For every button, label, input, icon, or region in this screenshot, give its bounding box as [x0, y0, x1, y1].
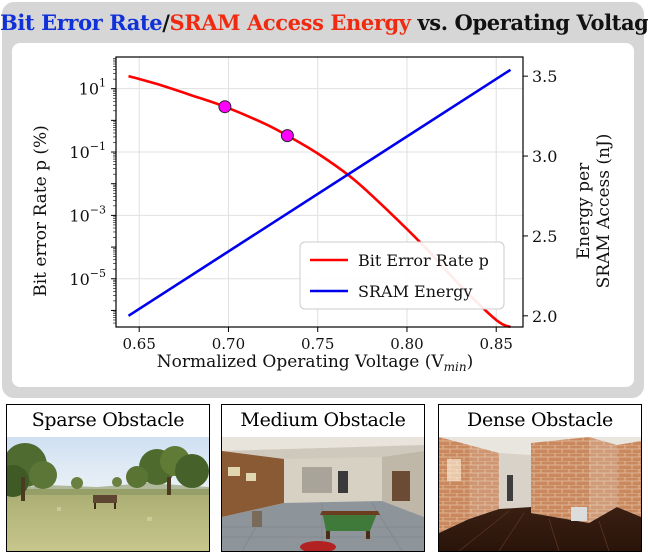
dual-axis-line-chart: 0.65 0.70 0.75 0.80 0.85 101 10−1 10−3 10−5 3.5… — [31, 56, 614, 374]
left-y-axis-ticks: 101 10−1 10−3 10−5 — [69, 58, 116, 324]
legend-box — [299, 241, 505, 310]
thumbnail-sparse: Sparse Obstacle — [6, 404, 210, 552]
title-separator: / — [162, 10, 170, 35]
x-axis-ticks: 0.65 0.70 0.75 0.80 0.85 — [123, 327, 513, 353]
title-sram-energy: SRAM Access Energy — [169, 10, 411, 35]
series-line-sram — [127, 68, 512, 317]
thumbnail-label: Sparse Obstacle — [31, 409, 185, 431]
right-y-tick-label: 2.5 — [532, 227, 557, 246]
x-tick-label: 0.75 — [301, 335, 334, 353]
legend-label-sram: SRAM Energy — [358, 282, 472, 301]
right-y-axis-ticks: 3.5 3.0 2.5 2.0 — [523, 67, 557, 326]
left-y-tick-label: 10−5 — [69, 267, 106, 289]
outdoor-scene-icon — [7, 437, 209, 551]
highlight-point — [218, 100, 232, 114]
x-tick-label: 0.80 — [390, 335, 423, 353]
brick-maze-scene-icon — [439, 437, 641, 551]
indoor-room-scene-icon — [222, 437, 424, 551]
legend: Bit Error Rate p SRAM Energy — [299, 241, 505, 310]
thumbnail-dense: Dense Obstacle — [438, 404, 642, 552]
environment-thumbnails: Sparse Obstacle — [0, 404, 648, 554]
thumbnail-medium: Medium Obstacle — [221, 404, 425, 552]
x-tick-label: 0.70 — [212, 335, 245, 353]
plot-frame — [115, 56, 524, 328]
figure-title: Bit Error Rate/SRAM Access Energy vs. Op… — [0, 10, 648, 35]
title-vs-voltage: vs. Operating Voltage — [410, 10, 648, 35]
left-y-tick-label: 10−1 — [69, 140, 106, 162]
left-y-tick-label: 101 — [79, 77, 106, 99]
thumbnail-label: Medium Obstacle — [240, 409, 406, 431]
legend-label-ber: Bit Error Rate p — [358, 251, 489, 270]
right-y-axis-label-line1: Energy per — [574, 162, 594, 259]
left-y-tick-label: 10−3 — [69, 203, 106, 225]
title-bit-error-rate: Bit Error Rate — [0, 10, 163, 35]
thumbnail-label: Dense Obstacle — [467, 409, 613, 431]
left-y-axis-label: Bit error Rate p (%) — [31, 125, 51, 297]
x-axis-label: Normalized Operating Voltage (Vmin) — [157, 352, 474, 374]
chart-card: 0.65 0.70 0.75 0.80 0.85 101 10−1 10−3 10−5 3.5… — [12, 43, 634, 387]
right-y-tick-label: 3.0 — [532, 147, 557, 166]
highlight-point — [280, 129, 294, 143]
x-tick-label: 0.85 — [480, 335, 513, 353]
right-y-axis-label-line2: SRAM Access (nJ) — [594, 134, 614, 289]
right-y-tick-label: 3.5 — [532, 67, 557, 86]
right-y-tick-label: 2.0 — [532, 307, 557, 326]
highlight-points — [218, 100, 294, 143]
x-tick-label: 0.65 — [123, 335, 156, 353]
